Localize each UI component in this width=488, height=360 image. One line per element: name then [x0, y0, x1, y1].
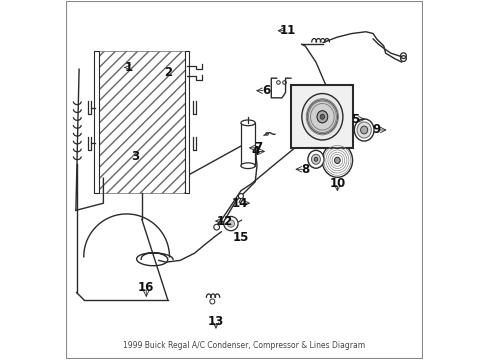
Circle shape: [213, 224, 219, 230]
Ellipse shape: [241, 163, 255, 168]
Text: 1999 Buick Regal A/C Condenser, Compressor & Lines Diagram: 1999 Buick Regal A/C Condenser, Compress…: [123, 341, 365, 350]
Ellipse shape: [313, 157, 317, 161]
Text: 10: 10: [328, 177, 345, 190]
Ellipse shape: [356, 122, 370, 138]
Text: 14: 14: [231, 197, 248, 210]
Bar: [290, 85, 353, 148]
Text: 11: 11: [279, 24, 295, 37]
Ellipse shape: [301, 94, 342, 140]
Bar: [94, 51, 99, 193]
Bar: [99, 51, 184, 193]
Ellipse shape: [311, 154, 320, 164]
Bar: [184, 51, 189, 193]
Text: 2: 2: [163, 66, 171, 79]
Bar: [241, 123, 255, 166]
Text: 13: 13: [207, 315, 224, 328]
Circle shape: [227, 220, 234, 227]
Text: 6: 6: [261, 84, 269, 97]
Text: 16: 16: [138, 281, 154, 294]
Text: 8: 8: [301, 163, 309, 176]
Text: 1: 1: [124, 61, 132, 74]
Ellipse shape: [354, 119, 373, 141]
Ellipse shape: [334, 157, 340, 163]
Ellipse shape: [360, 126, 367, 134]
Text: 5: 5: [350, 113, 359, 126]
Text: 15: 15: [232, 231, 248, 244]
Text: 7: 7: [254, 141, 263, 154]
Text: 4: 4: [250, 145, 259, 158]
Text: 12: 12: [216, 215, 232, 228]
Text: 9: 9: [372, 123, 380, 136]
Ellipse shape: [306, 100, 337, 134]
Ellipse shape: [241, 120, 255, 126]
Ellipse shape: [322, 143, 352, 177]
Ellipse shape: [316, 111, 327, 123]
Ellipse shape: [307, 150, 324, 168]
Circle shape: [224, 216, 238, 231]
Circle shape: [238, 194, 243, 199]
Text: 3: 3: [131, 150, 140, 163]
Ellipse shape: [320, 114, 324, 119]
